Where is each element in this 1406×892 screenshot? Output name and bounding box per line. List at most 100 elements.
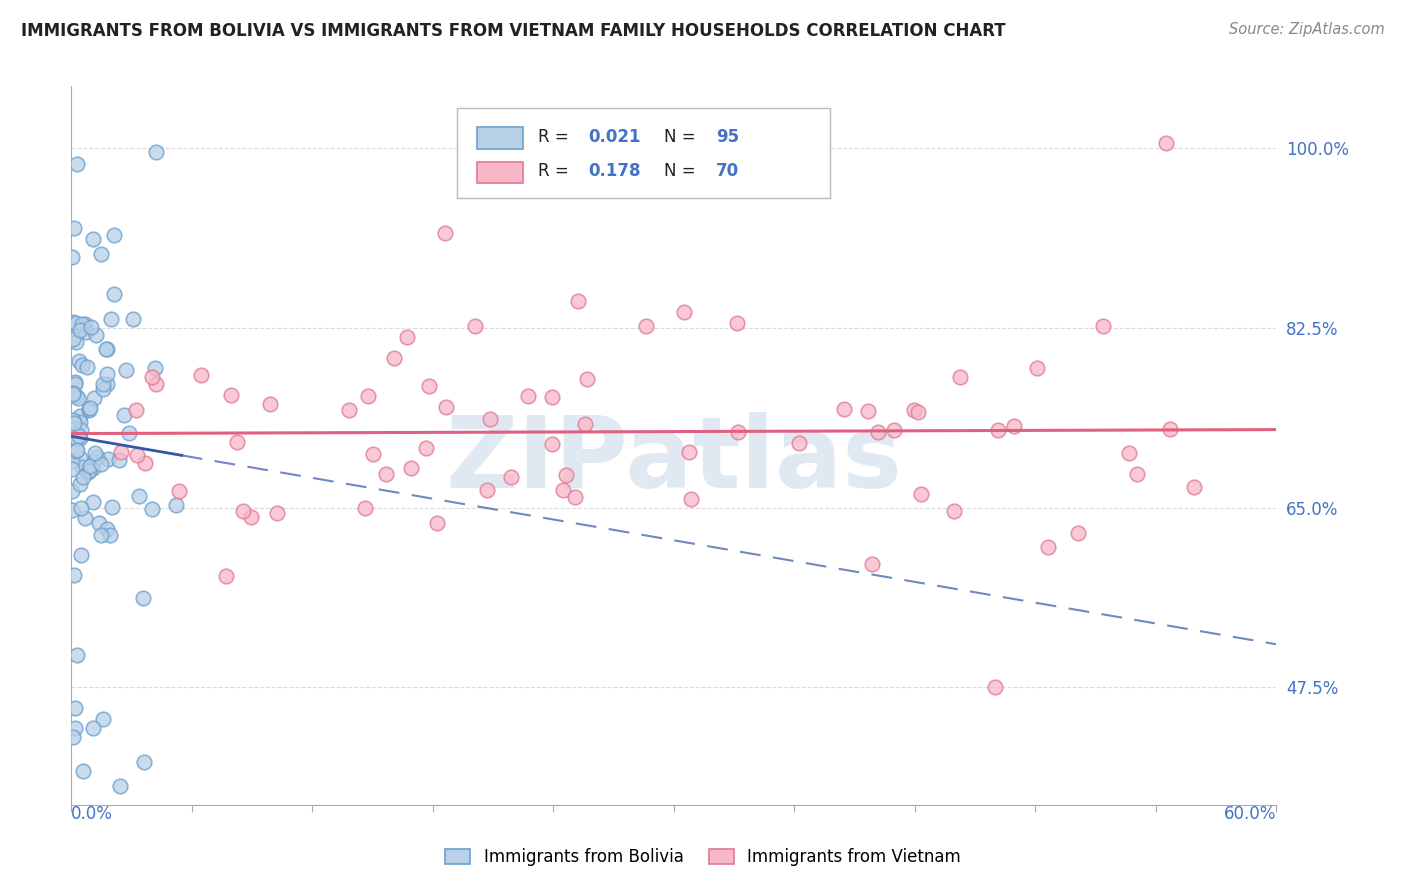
Point <box>60 454 83 468</box>
Point <box>165 498 187 512</box>
Text: IMMIGRANTS FROM BOLIVIA VS IMMIGRANTS FROM VIETNAM FAMILY HOUSEHOLDS CORRELATION: IMMIGRANTS FROM BOLIVIA VS IMMIGRANTS FR… <box>21 22 1005 40</box>
Point <box>673 305 696 319</box>
Point <box>433 226 456 240</box>
Point <box>357 389 380 403</box>
Point <box>82 494 104 508</box>
Point <box>1002 419 1025 434</box>
Legend: Immigrants from Bolivia, Immigrants from Vietnam: Immigrants from Bolivia, Immigrants from… <box>437 840 969 875</box>
Text: R =: R = <box>537 162 574 180</box>
Point <box>266 506 288 520</box>
Point <box>134 457 156 471</box>
Point <box>65 443 87 458</box>
Text: N =: N = <box>664 128 702 145</box>
Point <box>678 444 700 458</box>
Point <box>70 459 93 474</box>
Point <box>91 377 114 392</box>
Point <box>90 458 112 472</box>
Point <box>70 548 93 562</box>
Text: ZIPatlas: ZIPatlas <box>446 412 903 508</box>
Point <box>125 403 148 417</box>
Point <box>96 522 118 536</box>
Point <box>94 342 117 356</box>
Point <box>832 401 855 416</box>
Point <box>987 423 1010 437</box>
Point <box>541 437 564 451</box>
Point <box>475 483 498 497</box>
Point <box>418 379 440 393</box>
Point <box>903 403 925 417</box>
Point <box>65 701 87 715</box>
Point <box>96 368 118 382</box>
Point <box>100 312 122 326</box>
Point <box>62 387 84 401</box>
FancyBboxPatch shape <box>457 108 831 198</box>
Point <box>90 246 112 260</box>
Point <box>1126 467 1149 482</box>
Point <box>65 334 87 349</box>
Point <box>91 712 114 726</box>
Point <box>984 681 1007 695</box>
Point <box>70 358 93 372</box>
Point <box>384 351 406 365</box>
Point <box>725 317 748 331</box>
Point <box>214 569 236 583</box>
Point <box>1159 422 1181 436</box>
Point <box>65 443 87 458</box>
Point <box>479 412 502 426</box>
Point <box>125 448 148 462</box>
Point <box>259 397 281 411</box>
Point <box>860 558 883 572</box>
Point <box>82 461 104 475</box>
Point <box>65 316 87 330</box>
Point <box>190 368 212 383</box>
Point <box>76 359 98 374</box>
Point <box>63 221 86 235</box>
Point <box>76 465 98 479</box>
Point <box>62 386 84 401</box>
Point <box>96 342 118 356</box>
Point <box>83 454 105 468</box>
Point <box>110 445 132 459</box>
Point <box>634 318 657 333</box>
Point <box>112 408 135 422</box>
Point <box>1154 136 1177 150</box>
Point <box>232 504 254 518</box>
Point <box>1182 480 1205 494</box>
Text: N =: N = <box>664 162 702 180</box>
Point <box>167 484 190 499</box>
Point <box>63 422 86 436</box>
Point <box>66 156 89 170</box>
Point <box>145 361 167 376</box>
Point <box>60 250 83 264</box>
Point <box>564 490 586 504</box>
Point <box>62 332 84 346</box>
Point <box>141 370 163 384</box>
Point <box>401 461 423 475</box>
Point <box>80 320 103 334</box>
Point <box>415 442 437 456</box>
Point <box>221 388 243 402</box>
Point <box>464 319 486 334</box>
Text: 0.0%: 0.0% <box>72 805 112 823</box>
Point <box>62 730 84 744</box>
Point <box>65 721 87 735</box>
Point <box>72 764 94 778</box>
Point <box>86 450 108 464</box>
Point <box>434 400 457 414</box>
Point <box>83 392 105 406</box>
Point <box>91 382 114 396</box>
Point <box>69 409 91 423</box>
Point <box>225 435 247 450</box>
Point <box>60 502 83 516</box>
Point <box>426 516 449 531</box>
Point <box>65 648 87 662</box>
Point <box>63 376 86 391</box>
Point <box>121 312 143 326</box>
Point <box>868 425 890 440</box>
Point <box>75 511 97 525</box>
Point <box>354 501 377 516</box>
Point <box>108 779 131 793</box>
Point <box>883 423 905 437</box>
Point <box>108 453 131 467</box>
Point <box>118 425 141 440</box>
